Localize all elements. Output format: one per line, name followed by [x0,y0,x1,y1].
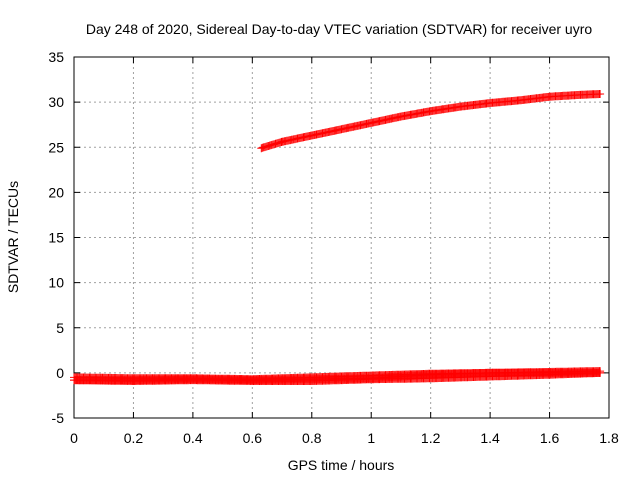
axis-ticks [73,56,610,419]
y-tick-label: 30 [48,94,64,110]
x-tick-label: 1.6 [540,430,560,446]
y-tick-labels: -5 0 5 10 15 20 25 30 35 [48,49,64,426]
y-axis-label: SDTVAR / TECUs [5,181,21,293]
x-tick-label: 0.6 [243,430,263,446]
y-tick-label: 5 [56,320,64,336]
data-points [257,90,605,153]
series-satellite-track-c [70,368,605,385]
x-tick-label: 1.8 [599,430,619,446]
y-tick-label: -5 [52,410,65,426]
x-tick-label: 0.8 [302,430,322,446]
y-tick-label: 15 [48,230,64,246]
x-axis-label: GPS time / hours [288,457,395,473]
grid [74,57,609,418]
y-tick-label: 10 [48,275,64,291]
y-tick-label: 0 [56,365,64,381]
x-tick-label: 1 [367,430,375,446]
x-tick-label: 1.2 [421,430,441,446]
x-tick-labels: 0 0.2 0.4 0.6 0.8 1 1.2 1.4 1.6 1.8 [70,430,619,446]
y-tick-label: 25 [48,139,64,155]
x-tick-label: 0.2 [124,430,144,446]
series-satellite-track-high [257,90,605,153]
chart-title: Day 248 of 2020, Sidereal Day-to-day VTE… [86,21,592,37]
y-tick-label: 20 [48,184,64,200]
x-tick-label: 1.4 [480,430,500,446]
x-tick-label: 0.4 [183,430,203,446]
x-tick-label: 0 [70,430,78,446]
data-series [70,90,605,385]
y-tick-label: 35 [48,49,64,65]
data-points [70,368,605,385]
